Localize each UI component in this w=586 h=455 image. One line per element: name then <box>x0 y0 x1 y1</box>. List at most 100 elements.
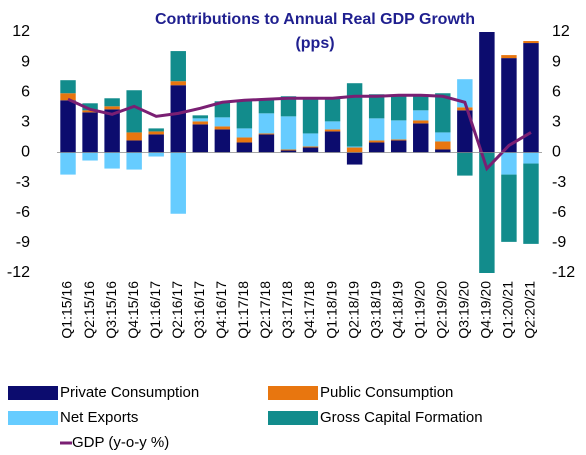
y2-tick-label: 9 <box>552 53 561 70</box>
x-tick-label: Q3:17/18 <box>279 281 295 339</box>
x-tick-label: Q4:15/16 <box>125 281 141 339</box>
bar-segment <box>368 94 385 119</box>
bar-segment <box>280 96 297 117</box>
bar-segment <box>214 129 231 153</box>
bar-segment <box>501 174 517 242</box>
y2-tick-label: -9 <box>552 234 566 251</box>
bar-segment <box>457 110 473 153</box>
bar-segment <box>302 97 319 134</box>
legend-label: Net Exports <box>60 409 138 426</box>
bar-segment <box>324 98 341 122</box>
bar-segment <box>390 139 407 141</box>
y-tick-label: 6 <box>21 83 30 100</box>
x-tick-label: Q3:18/19 <box>367 281 383 339</box>
bar-segment <box>126 140 142 153</box>
bar-segment <box>170 51 186 82</box>
bar-segment <box>82 103 98 111</box>
bar-segment <box>214 117 231 127</box>
bar-segment <box>413 120 429 124</box>
bar-segment <box>479 152 495 273</box>
x-tick-label: Q1:15/16 <box>59 281 75 339</box>
bar-segment <box>104 106 120 110</box>
bar-segment <box>479 32 495 153</box>
bar-segment <box>346 83 363 147</box>
y2-tick-label: -3 <box>552 174 566 191</box>
y-tick-label: -12 <box>7 264 30 281</box>
bar-segment <box>302 147 319 153</box>
bar-segment <box>192 121 209 125</box>
legend-label: Private Consumption <box>60 384 199 401</box>
bar-segment <box>324 131 341 153</box>
bar-segment <box>126 132 142 141</box>
bar-segment <box>413 123 429 153</box>
bar-segment <box>346 147 363 153</box>
y-tick-label: -6 <box>16 204 30 221</box>
bar-segment <box>280 150 297 153</box>
bar-segment <box>236 100 253 129</box>
bar-segment <box>82 152 98 161</box>
y2-tick-label: 6 <box>552 83 561 100</box>
bar-segment <box>368 140 385 143</box>
x-tick-label: Q4:17/18 <box>301 281 317 339</box>
bar-segment <box>148 131 164 135</box>
bar-segment <box>280 116 297 150</box>
bar-segment <box>457 152 473 176</box>
bar-segment <box>258 99 275 114</box>
legend-label: GDP (y-o-y %) <box>72 434 169 451</box>
y-tick-label: 12 <box>12 23 30 40</box>
y2-tick-label: 3 <box>552 114 561 131</box>
x-tick-label: Q2:15/16 <box>81 281 97 339</box>
x-tick-label: Q1:18/19 <box>323 281 339 339</box>
x-tick-label: Q4:19/20 <box>478 281 494 339</box>
x-tick-label: Q2:16/17 <box>169 281 185 339</box>
bar-segment <box>192 118 209 122</box>
legend-label: Public Consumption <box>320 384 453 401</box>
bar-segment <box>523 41 539 44</box>
x-tick-label: Q1:19/20 <box>411 281 427 339</box>
y2-tick-label: -12 <box>552 264 575 281</box>
bar-segment <box>523 163 539 244</box>
bar-segment <box>435 149 451 153</box>
bar-segment <box>457 107 473 111</box>
plot-area <box>60 29 539 273</box>
bar-segment <box>170 85 186 153</box>
bar-segment <box>324 129 341 132</box>
bar-segment <box>413 94 429 111</box>
bar-segment <box>368 142 385 153</box>
y-tick-label: -3 <box>16 174 30 191</box>
bar-segment <box>82 110 98 113</box>
bar-segment <box>192 115 209 119</box>
bar-segment <box>60 152 76 175</box>
bar-segment <box>523 152 539 164</box>
bar-segment <box>390 95 407 121</box>
bar-segment <box>346 146 363 148</box>
x-tick-label: Q2:17/18 <box>257 281 273 339</box>
y2-tick-label: 12 <box>552 23 570 40</box>
bar-segment <box>435 141 451 150</box>
bar-segment <box>501 58 517 153</box>
x-tick-label: Q2:18/19 <box>345 281 361 339</box>
bar-segment <box>214 126 231 130</box>
bar-segment <box>148 128 164 132</box>
bar-segment <box>60 80 76 94</box>
bar-segment <box>258 134 275 153</box>
bar-segment <box>170 81 186 86</box>
bar-segment <box>258 133 275 135</box>
y-tick-label: 9 <box>21 53 30 70</box>
y-tick-label: -9 <box>16 234 30 251</box>
legend-swatch <box>268 386 318 400</box>
bar-segment <box>126 152 142 170</box>
bar-segment <box>60 93 76 101</box>
bar-segment <box>368 118 385 141</box>
chart-title: (pps) <box>295 35 334 52</box>
y-tick-label: 3 <box>21 114 30 131</box>
bar-segment <box>236 142 253 153</box>
bar-segment <box>479 29 494 30</box>
y2-tick-label: 0 <box>552 144 561 161</box>
y-tick-label: 0 <box>21 144 30 161</box>
bar-segment <box>324 121 341 130</box>
legend-swatch <box>268 411 318 425</box>
bar-segment <box>346 152 363 165</box>
x-tick-label: Q2:20/21 <box>522 281 538 339</box>
